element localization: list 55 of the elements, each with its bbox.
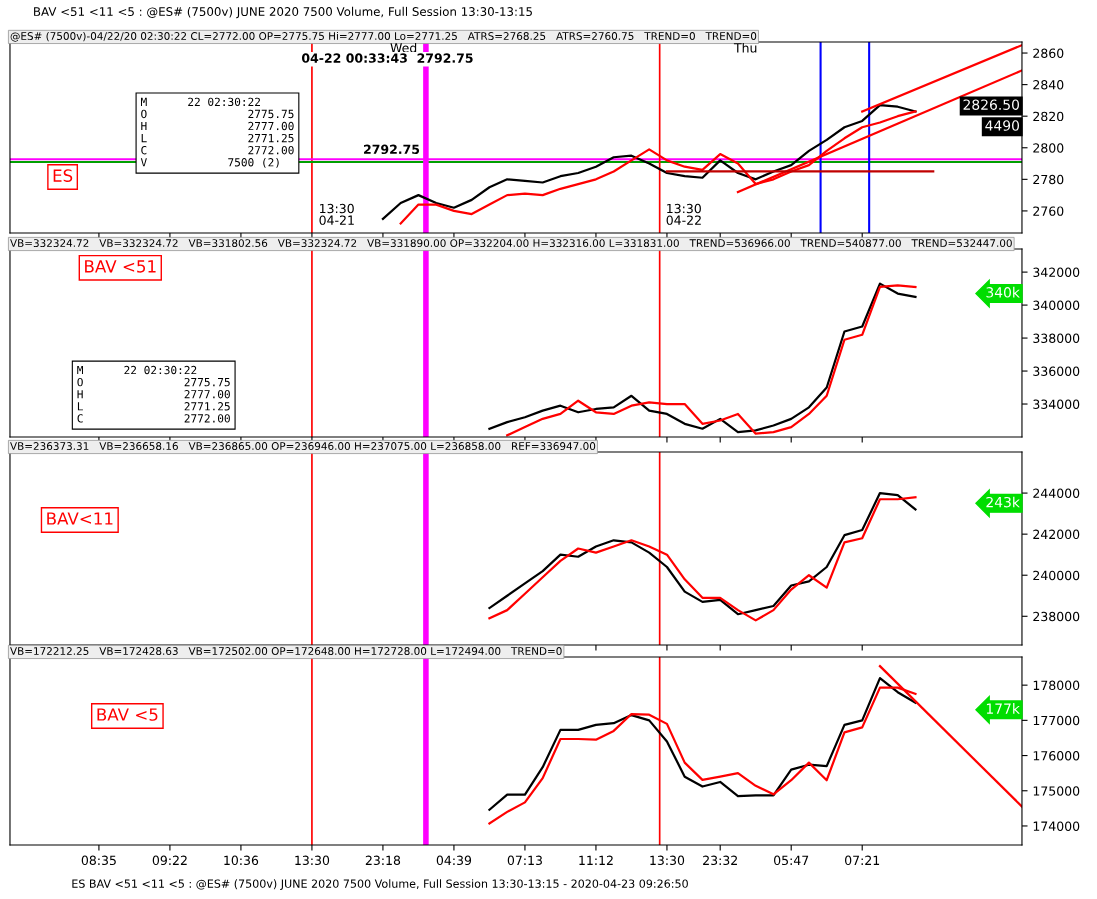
y-tick-label: 242000	[1033, 529, 1080, 540]
x-tick-label: 09:22	[152, 855, 187, 866]
y-tick-label: 174000	[1033, 821, 1080, 831]
chart-title: BAV <51 <11 <5 : @ES# (7500v) JUNE 2020 7500 Volume, Full Session 13:30-13:15	[34, 6, 532, 19]
annotation: 243k	[986, 496, 1020, 508]
annotation: Wed	[390, 42, 417, 53]
chart-subtitle: VB=172212.25 VB=172428.63 VB=172502.00 OP=172648.00 H=172728.00 L=172494.00 TREND=0	[10, 647, 562, 655]
ref-line-label: 2792.75	[364, 144, 420, 155]
y-tick-label: 2840	[1033, 80, 1064, 90]
y-tick-label: 178000	[1033, 680, 1080, 691]
x-tick-label: 23:32	[703, 855, 737, 866]
y-tick-label: 342000	[1033, 267, 1080, 278]
y-tick-label: 2820	[1033, 111, 1064, 122]
y-tick-label: 176000	[1033, 751, 1080, 761]
annotation: M 22 02:30:22 O 2775.75 H 2777.00 L 2771.25 C 2772.00	[77, 365, 230, 423]
annotation: Thu	[733, 42, 757, 53]
x-tick-label: 13:30	[650, 855, 685, 866]
annotation: 13:30 04-21	[319, 203, 354, 225]
annotation: BAV<11	[47, 512, 113, 525]
y-tick-label: 244000	[1033, 488, 1080, 499]
y-tick-label: 338000	[1033, 333, 1080, 343]
annotation: 13:30 04-22	[666, 203, 701, 225]
x-tick-label: 04:39	[436, 855, 472, 866]
annotation: BAV <51	[85, 260, 156, 273]
y-tick-label: 2860	[1033, 48, 1064, 58]
y-tick-label: 334000	[1033, 399, 1080, 409]
x-tick-label: 07:21	[845, 855, 880, 866]
chart-subtitle: @ES# (7500v)-04/22/20 02:30:22 CL=2772.00 OP=2775.75 Hi=2777.00 Lo=2771.25 ATRS=2768.25 ATRS=2760.75 TREND=0 TREND=0	[10, 31, 757, 42]
annotation: 2826.50	[963, 99, 1020, 110]
annotation: BAV <5	[97, 708, 158, 721]
x-tick-label: 08:35	[81, 855, 116, 866]
y-tick-label: 340000	[1033, 300, 1080, 311]
chart-subtitle: VB=236373.31 VB=236658.16 VB=236865.00 OP=236946.00 H=237075.00 L=236858.00 REF=336947.00	[10, 442, 596, 450]
annotation: 177k	[986, 703, 1020, 714]
chart-subtitle: VB=332324.72 VB=332324.72 VB=331802.56 VB=332324.72 VB=331890.00 OP=332204.00 H=332316.00 L=331831.00 TREND=536966.00 TREND=540877.00 TREND=532447.00	[10, 239, 1012, 247]
annotation: 04-22 00:33:43 2792.75	[301, 53, 473, 63]
y-tick-label: 175000	[1033, 786, 1080, 796]
y-tick-label: 177000	[1033, 715, 1080, 726]
x-tick-label: 07:13	[507, 855, 542, 866]
x-tick-label: 23:18	[365, 855, 401, 866]
y-tick-label: 2760	[1033, 206, 1064, 216]
x-tick-label: 05:47	[774, 855, 809, 866]
y-tick-label: 2800	[1033, 143, 1064, 153]
x-tick-label: 11:12	[579, 855, 613, 865]
x-tick-label: 10:36	[224, 855, 259, 866]
y-tick-label: 240000	[1033, 570, 1080, 581]
x-tick-label: 13:30	[295, 855, 330, 866]
annotation: ES	[53, 169, 73, 182]
text: ES BAV <51 <11 <5 : @ES# (7500v) JUNE 2020 7500 Volume, Full Session 13:30-13:15 - 2020-04-23 09:26:50	[72, 879, 688, 890]
annotation: 4490	[985, 120, 1020, 131]
y-tick-label: 2780	[1033, 174, 1064, 185]
annotation: M 22 02:30:22 O 2775.75 H 2777.00 L 2771.25 C 2772.00 V 7500 (2)	[140, 97, 294, 168]
annotation: 340k	[986, 286, 1020, 298]
y-tick-label: 336000	[1033, 366, 1080, 376]
y-tick-label: 238000	[1033, 611, 1080, 622]
